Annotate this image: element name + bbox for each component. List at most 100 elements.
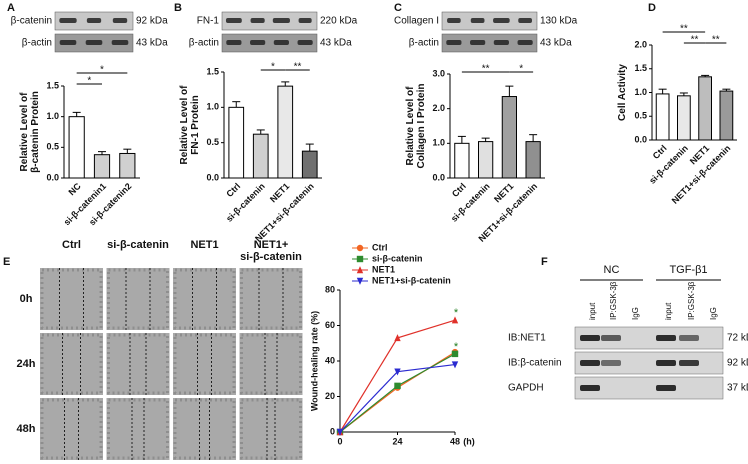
bar: [698, 76, 712, 141]
bar: [277, 85, 294, 179]
blot-size: 37 kDa: [727, 383, 748, 394]
column-header: Ctrl: [62, 239, 81, 251]
column-header: NET1+: [254, 239, 289, 251]
lane-label: IP:GSK-3β: [687, 281, 696, 320]
y-axis-label: Relative Level ofβ-catenin Protein: [19, 91, 41, 173]
row-label: 48h: [17, 423, 36, 435]
blot-band: [297, 40, 313, 45]
blot-strip: [221, 33, 318, 53]
micrograph: [239, 333, 303, 395]
annotation: *: [454, 341, 459, 353]
blot-strip: [574, 351, 724, 375]
blot-strip: [221, 11, 318, 31]
blot-name: β-actin: [409, 38, 439, 49]
micrograph-texture: [173, 268, 236, 330]
x-tick-label: Ctrl: [651, 143, 669, 161]
line-chart: 0 20 40 60 80 0 24 48 (h) Wound-healing rate (%) C…: [309, 242, 474, 446]
lane-label: IgG: [631, 307, 640, 320]
column-header: NET1: [190, 239, 218, 251]
blot-band: [226, 40, 242, 45]
blot-name: β-catenin: [11, 16, 52, 27]
marker: [394, 368, 401, 376]
x-tick-label: 0: [337, 436, 342, 446]
panel-f: F NC TGF-β1 input IP:GSK-3β IgG input IP:GSK-3…: [508, 256, 748, 400]
y-tick-label: 0.5: [46, 142, 59, 152]
group-label: NC: [604, 264, 620, 276]
blot-band: [656, 385, 676, 391]
bar: [525, 141, 541, 179]
y-axis-label: Relative Level ofFN-1 Protein: [179, 85, 201, 165]
column-header: si-β-catenin: [107, 239, 169, 251]
x-tick-label: Ctrl: [224, 181, 242, 199]
y-tick-label: 0.0: [206, 172, 219, 182]
group-label: TGF-β1: [669, 264, 707, 276]
micrograph-texture: [107, 398, 169, 460]
blot-band: [112, 18, 128, 23]
lane-label: IP:GSK-3β: [609, 281, 618, 320]
marker: [356, 266, 364, 274]
y-tick-label: 1.0: [432, 138, 445, 148]
x-tick-label: Ctrl: [450, 181, 468, 199]
micrograph-texture: [240, 268, 302, 330]
lane-label: input: [664, 302, 673, 320]
marker: [394, 382, 401, 390]
micrograph-texture: [40, 398, 103, 460]
blot-band: [273, 40, 289, 45]
y-tick-label: 1.0: [634, 87, 647, 97]
blot-band: [272, 18, 290, 23]
micrograph-texture: [107, 333, 169, 395]
blot-band: [111, 40, 129, 45]
lane-label: input: [588, 302, 597, 320]
bar: [228, 106, 245, 179]
bar-chart: Aβ-catenin 92 kDa β-actin 43 kDa 0.0 0.5 1.0 1.…: [7, 2, 168, 227]
micrograph: [106, 398, 170, 460]
bar: [478, 141, 494, 179]
bar: [501, 96, 517, 179]
y-label-line: Relative Level of: [179, 85, 190, 165]
micrograph: [173, 268, 236, 330]
y-label-line: β-catenin Protein: [30, 91, 41, 173]
bar: [677, 95, 691, 141]
bar: [301, 150, 318, 179]
significance-label: *: [100, 65, 104, 76]
y-tick-label: 0.0: [634, 134, 647, 144]
blot-band: [446, 40, 462, 45]
micrograph-texture: [240, 333, 302, 395]
blot-band: [517, 40, 533, 45]
y-label-line: Relative Level of: [405, 86, 416, 166]
micrograph-texture: [173, 398, 236, 460]
y-tick-label: 0.0: [46, 172, 59, 182]
legend-label: si-β-catenin: [372, 253, 423, 263]
blot-band: [225, 18, 242, 23]
legend-label: Ctrl: [372, 242, 388, 252]
blot-name: FN-1: [197, 16, 220, 27]
bar-chart: B FN-1 220 kDa β-actin 43 kDa 0.0 0.5 1.0 1.5 Rel…: [174, 2, 358, 244]
micrograph: [239, 398, 303, 460]
blot-band: [679, 360, 699, 366]
micrograph: [173, 398, 236, 460]
annotation: *: [454, 307, 459, 319]
y-label-line: Collagen I Protein: [416, 83, 427, 168]
y-tick-label: 60: [325, 320, 335, 330]
blot-size: 43 kDa: [540, 38, 572, 49]
x-tick-label: 24: [392, 436, 402, 446]
y-tick-label: 0.5: [634, 111, 647, 121]
blot-row-label: IB:NET1: [508, 333, 546, 344]
x-tick-label: si-β-catenin: [647, 143, 690, 186]
blot-name: β-actin: [189, 38, 219, 49]
micrograph-texture: [107, 268, 169, 330]
y-tick-label: 1.5: [634, 63, 647, 73]
bar-chart: D 0.0 0.5 1.0 1.5 2.0 Cell Activity Ctrlsi-β-ca…: [617, 2, 737, 206]
blot-row-label: IB:β-catenin: [508, 358, 562, 369]
micrograph-texture: [40, 333, 103, 395]
micrograph: [40, 333, 103, 395]
micrograph: [239, 268, 303, 330]
y-tick-label: 0.0: [432, 172, 445, 182]
y-tick-label: 1.0: [206, 102, 219, 112]
panel-letter: F: [541, 256, 548, 268]
x-tick-label: NC: [66, 181, 83, 198]
bar: [655, 93, 670, 141]
legend-label: NET1: [372, 264, 395, 274]
micrograph: [173, 333, 236, 395]
blot-size: 130 kDa: [540, 16, 578, 27]
